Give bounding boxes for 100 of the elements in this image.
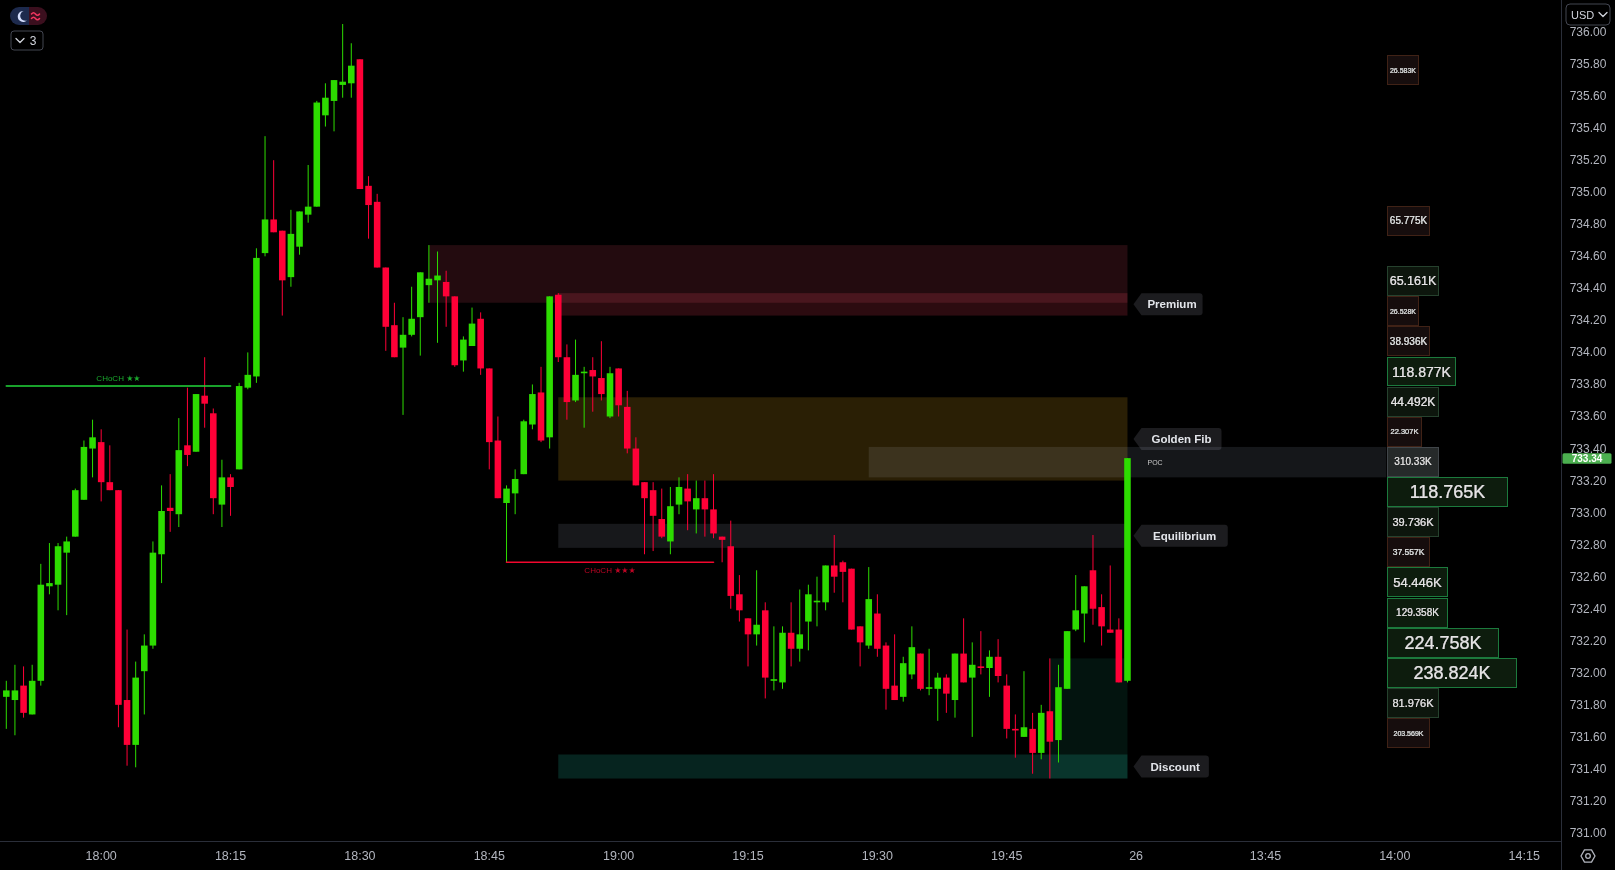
candlestick bbox=[348, 42, 355, 99]
x-tick-label: 13:45 bbox=[1249, 849, 1282, 863]
y-tick-label: 732.00 bbox=[1569, 665, 1607, 680]
annotation: 238.824K bbox=[1413, 662, 1491, 683]
annotation: 44.492K bbox=[1390, 394, 1436, 409]
candlestick bbox=[684, 473, 691, 531]
y-tick-label: 733.80 bbox=[1569, 377, 1607, 392]
text: 733.34 bbox=[1571, 452, 1603, 464]
band-label: Discount bbox=[1150, 760, 1200, 773]
candlestick bbox=[503, 484, 510, 563]
candlestick bbox=[692, 480, 700, 534]
x-tick-label: 18:30 bbox=[344, 849, 376, 863]
y-tick-label: 735.40 bbox=[1569, 121, 1607, 136]
candlestick bbox=[736, 574, 743, 623]
candlestick bbox=[1020, 670, 1028, 738]
y-tick-label: 733.00 bbox=[1569, 505, 1607, 520]
x-tick-label: 26 bbox=[1129, 849, 1144, 863]
annotation: 129.358K bbox=[1396, 607, 1440, 619]
y-tick-label: 731.80 bbox=[1569, 697, 1607, 712]
band-label: Golden Fib bbox=[1151, 432, 1212, 445]
annotation: 65.775K bbox=[1389, 215, 1428, 227]
y-tick-label: 731.20 bbox=[1569, 793, 1607, 808]
series-label: CHoCH ★★★ bbox=[584, 566, 636, 576]
candlestick bbox=[106, 444, 114, 491]
y-tick-label: 735.60 bbox=[1569, 89, 1607, 104]
x-tick-label: 19:45 bbox=[991, 849, 1023, 863]
annotation: 118.765K bbox=[1409, 482, 1486, 503]
x-tick-label: 18:45 bbox=[473, 849, 505, 863]
y-tick-label: 734.40 bbox=[1569, 281, 1607, 296]
candlestick bbox=[839, 560, 847, 603]
annotation: 37.557K bbox=[1392, 547, 1425, 558]
annotation: 39.736K bbox=[1392, 516, 1435, 529]
candlestick bbox=[934, 672, 942, 722]
x-tick-label: 19:30 bbox=[861, 849, 894, 863]
x-tick-label: 18:15 bbox=[214, 849, 247, 863]
y-tick-label: 732.80 bbox=[1569, 537, 1607, 552]
candlestick bbox=[1098, 593, 1105, 647]
annotation: 3 bbox=[29, 34, 37, 48]
y-tick-label: 734.00 bbox=[1569, 345, 1607, 360]
candlestick bbox=[408, 286, 415, 337]
y-tick-label: 732.60 bbox=[1569, 569, 1607, 584]
candlestick bbox=[270, 159, 277, 233]
x-tick-label: 19:00 bbox=[603, 849, 635, 863]
x-tick-label: 19:15 bbox=[732, 849, 764, 863]
annotation: 310.33K bbox=[1394, 456, 1432, 468]
candlestick bbox=[986, 649, 993, 698]
annotation: 65.161K bbox=[1389, 274, 1437, 289]
y-tick-label: 731.60 bbox=[1569, 729, 1607, 744]
candlestick bbox=[468, 307, 476, 347]
candlestick bbox=[460, 335, 467, 373]
candlestick bbox=[339, 23, 346, 99]
y-tick-label: 734.80 bbox=[1569, 217, 1607, 232]
annotation: 54.446K bbox=[1393, 574, 1443, 590]
annotation: 38.936K bbox=[1389, 335, 1428, 347]
candlestick bbox=[589, 356, 597, 413]
series-label: CHoCH ★★ bbox=[96, 374, 141, 384]
candlestick bbox=[1106, 564, 1114, 634]
candlestick bbox=[925, 648, 933, 696]
candlestick bbox=[891, 633, 898, 701]
annotation: 118.877K bbox=[1392, 363, 1452, 380]
candlestick bbox=[968, 641, 976, 738]
candlestick bbox=[399, 316, 407, 416]
candlestick bbox=[658, 488, 666, 539]
candlestick bbox=[365, 175, 372, 240]
candlestick bbox=[46, 542, 53, 595]
y-tick-label: 732.20 bbox=[1569, 633, 1607, 648]
annotation: 81.976K bbox=[1392, 696, 1435, 709]
candlestick bbox=[744, 617, 752, 667]
y-tick-label: 733.20 bbox=[1569, 473, 1607, 488]
candlestick bbox=[322, 82, 329, 128]
y-tick-label: 731.40 bbox=[1569, 761, 1607, 776]
candlestick bbox=[753, 569, 760, 647]
candlestick bbox=[701, 480, 709, 538]
candlestick bbox=[434, 251, 441, 344]
candlestick bbox=[598, 340, 605, 401]
y-tick-label: 734.20 bbox=[1569, 313, 1607, 328]
x-tick-label: 14:15 bbox=[1508, 849, 1540, 863]
y-tick-label: 735.20 bbox=[1569, 153, 1607, 168]
candlestick bbox=[89, 419, 96, 478]
candlestick bbox=[994, 638, 1002, 683]
candlestick bbox=[201, 356, 208, 429]
candlestick bbox=[641, 481, 648, 555]
y-tick-label: 735.00 bbox=[1569, 185, 1607, 200]
y-axis-title: USD bbox=[1571, 8, 1595, 21]
candlestick bbox=[184, 387, 191, 467]
x-tick-label: 14:00 bbox=[1379, 849, 1411, 863]
candlestick bbox=[11, 664, 19, 736]
y-tick-label: 734.60 bbox=[1569, 249, 1607, 264]
candlestick bbox=[977, 630, 985, 675]
candlestick bbox=[3, 680, 10, 730]
candlestick bbox=[63, 536, 70, 616]
candlestick bbox=[943, 673, 950, 714]
y-tick-label: 736.00 bbox=[1569, 25, 1607, 40]
candlestick bbox=[830, 534, 838, 594]
candlestick bbox=[227, 473, 234, 517]
y-tick-label: 735.80 bbox=[1569, 57, 1607, 72]
y-tick-label: 733.60 bbox=[1569, 409, 1607, 424]
y-tick-label: 732.40 bbox=[1569, 601, 1607, 616]
band-label: Premium bbox=[1147, 298, 1197, 311]
candlestick bbox=[675, 476, 683, 515]
